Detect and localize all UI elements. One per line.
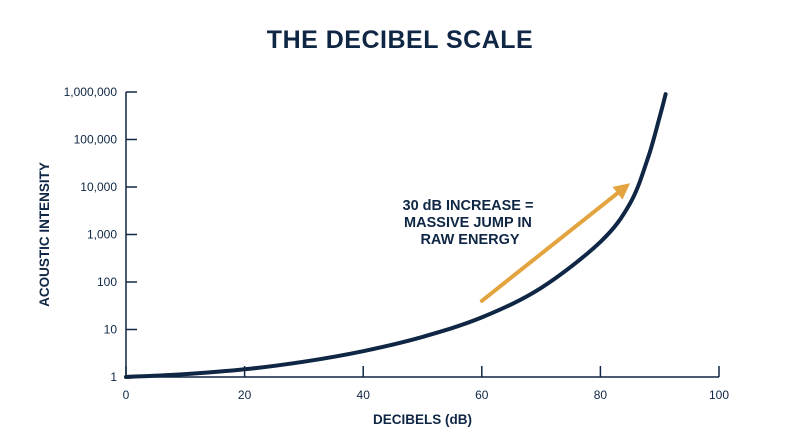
tick-labels: 1 10 100 1,000 10,000 100,000 1,000,000 0 20 40 60… <box>64 85 730 402</box>
y-tick-label: 1,000,000 <box>64 85 118 99</box>
x-tick-label: 80 <box>594 388 608 402</box>
annotation: 30 dB INCREASE = MASSIVE JUMP IN RAW ENE… <box>403 183 631 303</box>
annotation-line-3: RAW ENERGY <box>420 232 519 248</box>
x-tick-label: 0 <box>123 388 130 402</box>
y-tick-label: 1,000 <box>87 228 117 242</box>
y-tick-label: 10 <box>104 323 118 337</box>
y-tick-label: 10,000 <box>80 180 117 194</box>
annotation-text: 30 dB INCREASE = MASSIVE JUMP IN RAW ENE… <box>403 198 538 248</box>
annotation-line-2: MASSIVE JUMP IN <box>404 215 532 231</box>
chart-title: THE DECIBEL SCALE <box>266 26 534 54</box>
x-axis-title: DECIBELS (dB) <box>373 412 472 427</box>
x-tick-label: 20 <box>238 388 252 402</box>
annotation-line-1: 30 dB INCREASE = <box>403 198 534 214</box>
y-tick-label: 100 <box>97 275 117 289</box>
y-tick-label: 100,000 <box>74 133 118 147</box>
y-axis-title: ACOUSTIC INTENSITY <box>37 162 52 307</box>
annotation-arrow-head <box>612 183 631 200</box>
x-tick-label: 40 <box>357 388 371 402</box>
x-tick-label: 100 <box>709 388 729 402</box>
series-line <box>124 92 668 379</box>
y-tick-label: 1 <box>110 370 117 384</box>
x-tick-label: 60 <box>475 388 489 402</box>
annotation-arrow-shaft <box>479 191 620 303</box>
